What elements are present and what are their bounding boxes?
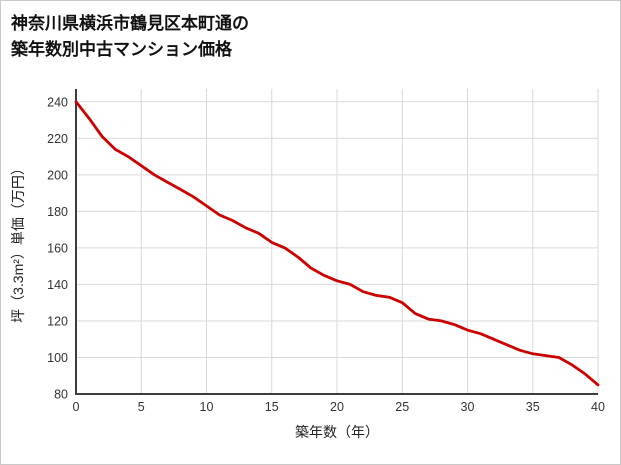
price-line xyxy=(74,100,600,387)
y-tick-label: 120 xyxy=(47,314,68,328)
y-tick-label: 240 xyxy=(47,95,68,109)
y-tick-label: 140 xyxy=(47,278,68,292)
chart-title-line2: 築年数別中古マンション価格 xyxy=(11,40,232,59)
x-tick-label: 5 xyxy=(138,400,145,414)
x-tick-label: 25 xyxy=(395,400,409,414)
x-tick-label: 30 xyxy=(461,400,475,414)
x-axis-label: 築年数（年） xyxy=(295,424,379,440)
y-axis-label: 坪（3.3m²）単価（万円） xyxy=(10,161,26,323)
x-tick-label: 10 xyxy=(200,400,214,414)
x-tick-label: 15 xyxy=(265,400,279,414)
x-tick-label: 0 xyxy=(73,400,80,414)
y-tick-label: 200 xyxy=(47,168,68,182)
y-tick-label: 180 xyxy=(47,205,68,219)
x-tick-label: 40 xyxy=(591,400,605,414)
y-tick-label: 220 xyxy=(47,132,68,146)
chart-title: 神奈川県横浜市鶴見区本町通の 築年数別中古マンション価格 xyxy=(11,11,249,63)
x-tick-label: 35 xyxy=(526,400,540,414)
y-tick-label: 80 xyxy=(54,388,68,402)
chart-layers: 80 100 120 140 160 180 200 220 240 0 5 10 15 20 25 30 35… xyxy=(47,89,605,414)
x-tick-label: 20 xyxy=(330,400,344,414)
y-tick-label: 160 xyxy=(47,241,68,255)
chart-title-line1: 神奈川県横浜市鶴見区本町通の xyxy=(11,14,249,33)
y-tick-label: 100 xyxy=(47,351,68,365)
